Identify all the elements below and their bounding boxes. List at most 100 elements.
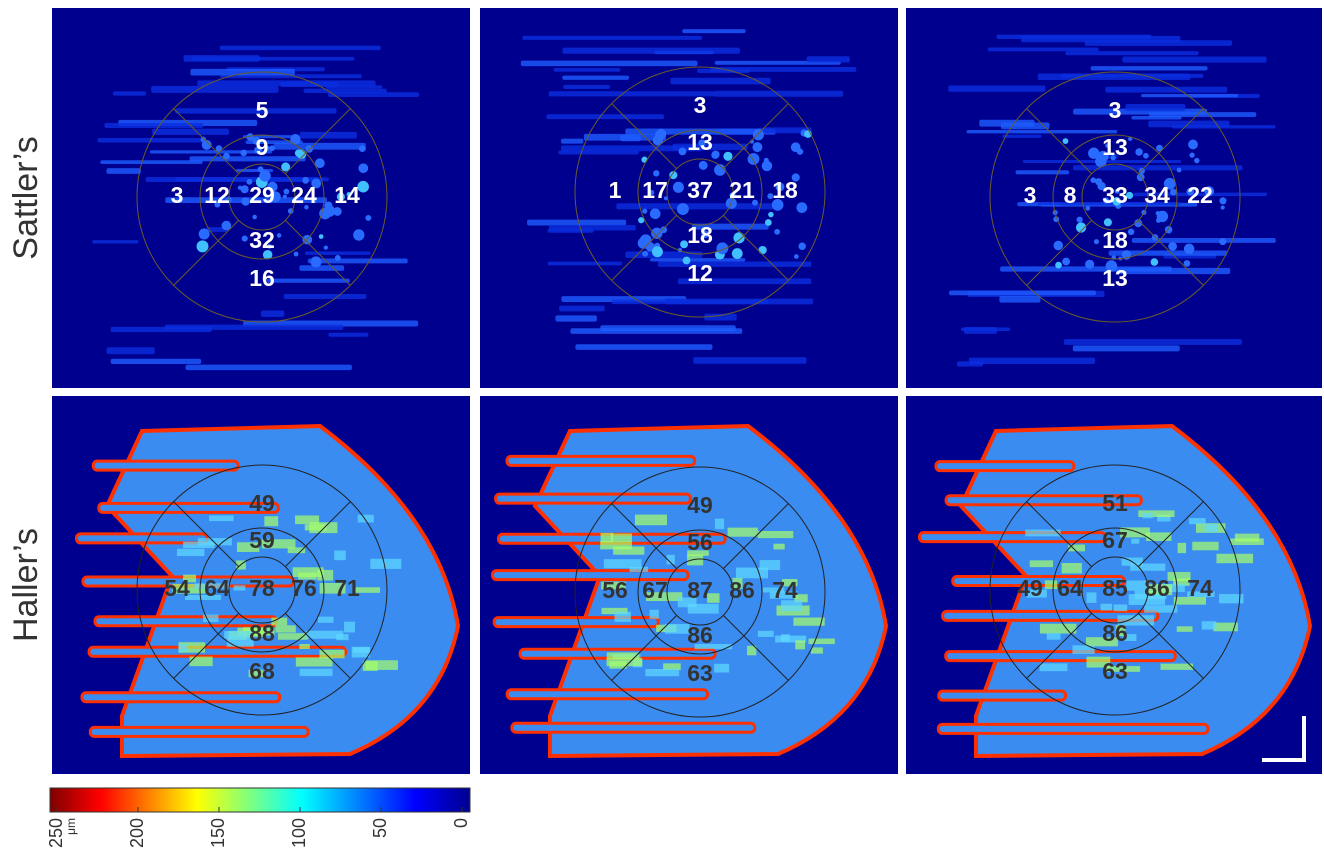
patch xyxy=(1177,626,1193,632)
streak xyxy=(561,139,583,144)
patch xyxy=(1101,604,1113,611)
streak xyxy=(521,61,698,67)
colorbar-unit: μm xyxy=(64,818,78,835)
sector-value: 24 xyxy=(291,182,317,208)
streak xyxy=(1064,339,1242,345)
patch xyxy=(1040,663,1068,671)
patch xyxy=(352,647,370,658)
patch xyxy=(607,658,643,666)
streak xyxy=(549,91,716,96)
streak xyxy=(1065,51,1198,55)
colorbar-tick-label: 50 xyxy=(370,818,390,838)
speckle xyxy=(642,251,648,257)
speckle xyxy=(1184,260,1191,267)
finger xyxy=(936,462,1074,471)
patch xyxy=(370,559,401,569)
sector-value: 74 xyxy=(772,577,798,603)
speckle xyxy=(283,195,287,199)
streak xyxy=(575,344,712,350)
patch xyxy=(758,631,774,637)
speckle xyxy=(673,182,684,193)
streak xyxy=(682,29,745,33)
streak xyxy=(261,310,284,316)
sector-value: 16 xyxy=(249,265,275,291)
speckle xyxy=(294,252,299,257)
streak xyxy=(969,358,1095,364)
streak xyxy=(308,258,408,263)
sector-value: 64 xyxy=(1057,575,1083,601)
patch xyxy=(665,624,689,634)
sector-value: 13 xyxy=(1102,265,1128,291)
sector-value: 29 xyxy=(249,182,275,208)
finger xyxy=(939,691,1066,700)
patch xyxy=(811,647,823,653)
sector-value: 32 xyxy=(249,227,275,253)
colorbar-tick-label: 100 xyxy=(289,818,309,848)
patch xyxy=(1072,645,1094,654)
speckle xyxy=(359,145,366,152)
finger xyxy=(507,456,695,465)
speckle xyxy=(259,170,271,182)
colorbar-tick-label: 0 xyxy=(451,818,471,828)
speckle xyxy=(277,233,282,238)
finger xyxy=(77,534,207,543)
sector-value: 49 xyxy=(687,492,713,518)
streak xyxy=(106,168,140,174)
row-label: Sattler’s xyxy=(7,136,45,259)
streak xyxy=(165,325,343,330)
speckle xyxy=(1104,218,1112,226)
speckle xyxy=(197,240,209,252)
streak xyxy=(807,56,850,62)
streak xyxy=(658,261,812,266)
sector-value: 78 xyxy=(249,575,275,601)
streak xyxy=(559,306,605,312)
streak xyxy=(151,86,278,93)
sector-value: 34 xyxy=(1144,182,1170,208)
speckle xyxy=(1139,168,1145,174)
patch xyxy=(645,669,679,676)
patch xyxy=(178,644,187,651)
streak xyxy=(190,156,306,161)
sector-value: 86 xyxy=(729,577,755,603)
sector-value: 3 xyxy=(1024,182,1037,208)
map-panel: 3131173721181812 xyxy=(480,8,898,388)
sector-value: 14 xyxy=(334,182,360,208)
streak xyxy=(1073,345,1180,351)
speckle xyxy=(324,246,328,250)
speckle xyxy=(242,236,248,242)
streak xyxy=(999,296,1040,303)
speckle xyxy=(1219,197,1226,204)
patch xyxy=(715,519,724,529)
speckle xyxy=(699,161,708,170)
patch xyxy=(358,515,374,523)
speckle xyxy=(305,145,313,153)
sector-value: 3 xyxy=(1109,97,1122,123)
streak xyxy=(303,89,386,93)
streak xyxy=(964,327,997,334)
finger xyxy=(93,461,238,470)
streak xyxy=(1000,266,1172,271)
sector-value: 13 xyxy=(687,129,713,155)
speckle xyxy=(1221,205,1225,209)
sector-value: 18 xyxy=(1102,227,1128,253)
patch xyxy=(795,640,805,649)
streak xyxy=(92,240,138,243)
streak xyxy=(305,252,371,255)
row-label: Haller’s xyxy=(7,528,45,642)
sector-value: 71 xyxy=(334,575,360,601)
patch xyxy=(317,570,333,581)
sector-value: 86 xyxy=(1144,575,1170,601)
streak xyxy=(670,78,770,85)
speckle xyxy=(335,255,341,261)
speckle xyxy=(1170,189,1177,196)
speckle xyxy=(1177,168,1182,173)
figure: Sattler’s5931229241432163131173721181812… xyxy=(0,0,1324,854)
speckle xyxy=(358,163,368,173)
patch xyxy=(177,549,205,556)
sector-value: 18 xyxy=(687,222,713,248)
streak xyxy=(328,333,368,337)
speckle xyxy=(310,256,321,267)
speckle xyxy=(353,229,364,240)
map-panel: 516749648586748663 xyxy=(906,396,1322,774)
finger xyxy=(507,690,707,699)
